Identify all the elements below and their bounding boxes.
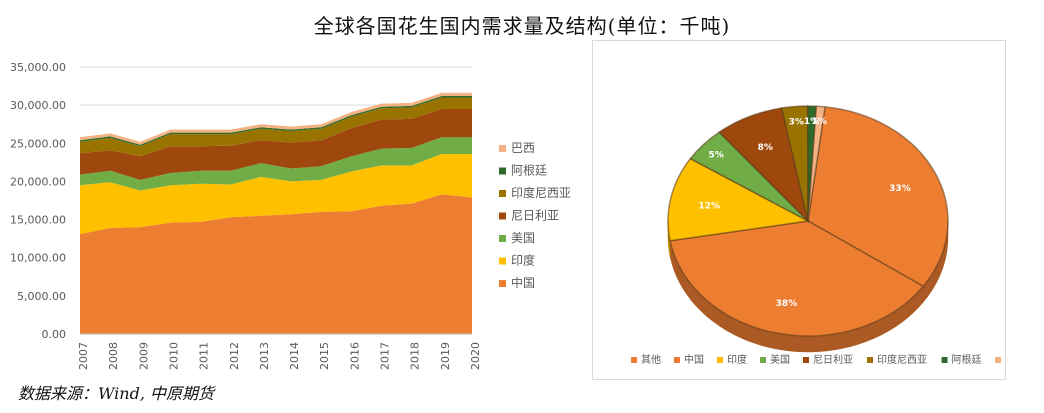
y-tick-label: 35,000.00 [10,61,66,74]
pie-legend-swatch-2 [717,357,723,363]
area-series-2 [80,137,472,191]
pie-slice-7 [807,105,826,222]
pie-data-label-7: 1% [812,117,827,127]
area-series-1 [80,154,472,235]
area-series-3 [80,109,472,180]
legend-swatch-0 [499,145,506,152]
legend-swatch-3 [499,212,506,220]
x-tick-label: 2017 [379,342,392,370]
data-source-note: 数据来源：Wind, 中原期货 [18,384,215,403]
pie-slice-0 [807,106,949,288]
legend-label-1: 阿根廷 [511,164,547,178]
x-tick-label: 2013 [258,342,271,370]
y-tick-label: 10,000.00 [10,252,66,265]
pie-legend-swatch-5 [867,357,873,363]
pie-data-label-4: 8% [758,143,773,153]
pie-slice-2 [667,157,811,242]
y-tick-label: 15,000.00 [10,214,66,227]
legend-swatch-6 [499,280,506,287]
x-tick-label: 2018 [409,342,422,370]
pie-legend-swatch-1 [674,357,680,363]
legend-label-4: 美国 [511,231,535,245]
pie-legend-swatch-7 [995,357,1001,363]
pie-legend-swatch-4 [803,357,809,363]
x-tick-label: 2015 [318,342,331,370]
area-chart: 0.00 5,000.00 10,000.00 15,000.00 20,000.00 2… [10,61,571,370]
pie-legend-label-6: 阿根廷 [952,353,982,366]
pie-legend-label-1: 中国 [684,353,704,366]
pie-data-label-0: 33% [889,184,911,194]
x-tick-label: 2011 [198,342,211,370]
area-series-4 [80,97,472,157]
area-series-5 [80,96,472,147]
y-tick-label: 20,000.00 [10,175,66,188]
legend-label-3: 尼日利亚 [511,209,559,223]
y-tick-label: 5,000.00 [17,290,66,303]
y-tick-label: 30,000.00 [10,99,66,112]
x-tick-label: 2009 [137,342,150,370]
legend-label-6: 中国 [511,275,535,290]
pie-data-label-5: 3% [789,117,804,127]
pie-legend-swatch-6 [941,357,948,363]
x-tick-label: 2020 [469,342,482,370]
x-tick-label: 2008 [107,342,120,370]
area-series-0 [80,194,472,334]
pie-legend-label-5: 印度尼西亚 [877,353,927,366]
chart-title: 全球各国花生国内需求量及结构(单位：千吨) [313,14,731,38]
legend-swatch-2 [499,190,506,197]
pie-chart: 33%38%12%5%8%3%1%1%其他中国印度美国尼日利亚印度尼西亚阿根廷巴… [631,105,1001,366]
legend-label-5: 印度 [511,253,535,268]
legend-label-0: 巴西 [511,141,535,155]
pie-legend-label-0: 其他 [641,353,661,366]
legend-swatch-1 [499,167,506,175]
x-tick-label: 2014 [288,342,301,370]
pie-legend-label-3: 美国 [770,353,790,366]
pie-data-label-6: 1% [804,117,819,127]
pie-legend-swatch-0 [631,357,637,363]
pie-legend-swatch-3 [760,357,766,363]
legend-swatch-5 [499,257,506,265]
pie-data-label-3: 5% [708,151,723,161]
x-tick-label: 2012 [228,342,241,370]
area-series-6 [80,92,472,145]
y-tick-label: 0.00 [42,328,67,341]
pie-slice-1 [669,220,925,337]
pie-legend-label-4: 尼日利亚 [813,354,853,366]
pie-legend-label-2: 印度 [727,353,747,366]
x-tick-label: 2016 [348,342,361,370]
pie-data-label-1: 38% [776,299,798,309]
y-tick-label: 25,000.00 [10,137,66,150]
legend-label-2: 印度尼西亚 [511,185,571,200]
x-tick-label: 2010 [167,342,180,370]
x-tick-label: 2019 [439,342,452,370]
x-tick-label: 2007 [77,342,90,370]
pie-data-label-2: 12% [698,202,720,212]
legend-swatch-4 [499,235,506,242]
pie-chart-panel: 33%38%12%5%8%3%1%1%其他中国印度美国尼日利亚印度尼西亚阿根廷巴… [592,40,1006,380]
